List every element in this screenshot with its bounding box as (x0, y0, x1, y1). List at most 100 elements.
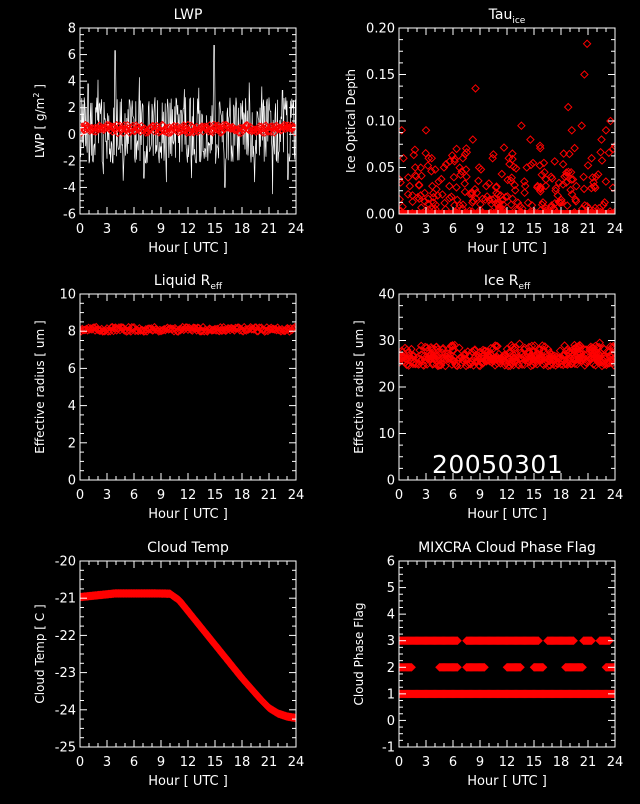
y-axis: -1 0 1 2 3 4 5 6 Cloud Phase Flag (352, 555, 615, 756)
data-point (407, 662, 416, 672)
data-point (584, 636, 594, 646)
data-point (557, 195, 566, 205)
data-point (533, 636, 542, 646)
data-point (551, 186, 560, 195)
data-point (587, 183, 596, 193)
data-point (609, 689, 615, 699)
y-tick-label: 0 (387, 714, 395, 729)
data-point (559, 149, 569, 158)
data-point (586, 342, 596, 352)
chart-ice-reff: 0 3 6 9 12 15 18 21 24 Hour [ UTC ] 0 10 20 30 40 Effec… (352, 273, 623, 522)
data-point (414, 180, 424, 190)
x-axis: 0 3 6 9 12 15 18 21 24 Hour [ UTC ] (395, 294, 623, 522)
data-point (402, 360, 411, 370)
y-tick-label: 4 (68, 399, 76, 414)
data-point (597, 156, 607, 165)
x-tick-label: 9 (157, 755, 165, 770)
data-point (529, 354, 538, 364)
data-point (558, 180, 568, 189)
data-point (579, 345, 589, 354)
data-point (582, 201, 592, 211)
data-point (493, 341, 502, 351)
data-point (159, 126, 169, 136)
plot-area (80, 322, 296, 336)
data-point (602, 636, 612, 646)
plot-area (399, 39, 615, 214)
data-point (584, 353, 593, 362)
y-axis-label: Effective radius [ um ] (352, 320, 366, 453)
data-point (494, 200, 503, 209)
data-point (517, 208, 526, 214)
data-point (424, 153, 434, 163)
data-point (404, 361, 414, 370)
data-point (605, 636, 614, 646)
data-point (524, 342, 534, 352)
data-point (517, 121, 526, 131)
data-point (439, 163, 449, 172)
x-tick-label: 18 (234, 755, 251, 770)
y-tick-label: 2 (68, 101, 76, 116)
data-point (218, 126, 227, 136)
plot-area (80, 589, 296, 723)
y-tick-label: -23 (55, 666, 76, 681)
data-point (515, 339, 524, 349)
data-point (465, 206, 474, 214)
y-tick-label: 8 (68, 22, 76, 37)
data-point (441, 205, 450, 214)
data-point (421, 148, 431, 158)
y-tick-label: 2 (387, 661, 395, 676)
data-point (471, 84, 480, 93)
data-point (568, 636, 578, 646)
data-point (558, 351, 568, 360)
x-tick-label: 12 (499, 222, 516, 237)
y-tick-label: 1 (387, 687, 395, 702)
data-point (581, 345, 591, 354)
data-point (520, 188, 529, 198)
data-point (406, 662, 416, 672)
data-point (452, 662, 461, 672)
data-point (506, 200, 516, 210)
data-point (452, 361, 462, 371)
data-point (460, 350, 470, 360)
data-point (157, 326, 167, 335)
data-point (456, 170, 465, 180)
y-axis: 0 2 4 6 8 10 Effective radius [ um ] (33, 288, 296, 489)
data-point (507, 343, 517, 352)
data-point (470, 184, 480, 194)
data-point (546, 352, 555, 362)
y-tick-label: 30 (378, 334, 395, 349)
y-axis-label: Effective radius [ um ] (33, 320, 47, 453)
chart-title: Ice Reff (484, 273, 531, 292)
data-point (601, 177, 611, 186)
x-axis: 0 3 6 9 12 15 18 21 24 Hour [ UTC ] (76, 28, 304, 256)
data-point (420, 197, 430, 206)
data-point (420, 188, 430, 198)
data-point (461, 144, 471, 153)
data-point (605, 352, 615, 361)
x-tick-label: 21 (261, 488, 278, 503)
y-tick-label: 10 (378, 427, 395, 442)
data-point (460, 187, 470, 197)
data-point (511, 164, 521, 173)
x-tick-label: 21 (261, 755, 278, 770)
y-tick-label: -25 (55, 741, 76, 756)
y-tick-label: -1 (382, 741, 395, 756)
data-point (578, 662, 587, 672)
data-point (535, 662, 544, 672)
data-point (448, 345, 457, 355)
data-point (535, 141, 545, 151)
lwp-trace (80, 44, 296, 195)
data-point (600, 198, 610, 207)
data-point (439, 353, 448, 363)
data-point (555, 198, 565, 207)
series-level-1 (399, 689, 615, 699)
data-point (537, 662, 547, 672)
y-axis-label: LWP [ g/m2 ] (32, 84, 47, 158)
x-axis-label: Hour [ UTC ] (148, 241, 228, 256)
data-point (489, 344, 498, 353)
data-point (536, 662, 546, 672)
data-point (495, 204, 505, 214)
data-point (523, 198, 533, 208)
